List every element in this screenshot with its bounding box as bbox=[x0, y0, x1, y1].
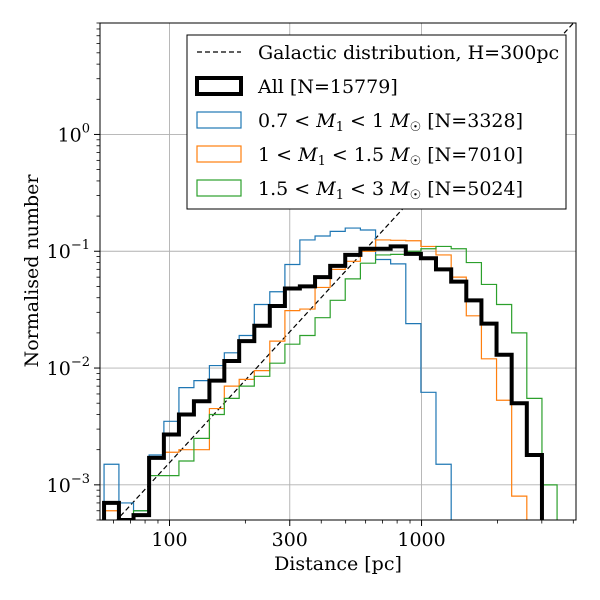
legend-handle-series-1 bbox=[196, 145, 242, 163]
reference-line bbox=[116, 23, 575, 520]
y-tick-label: 10−3 bbox=[47, 472, 90, 497]
x-tick-label: 1000 bbox=[397, 529, 445, 551]
reference-line-group bbox=[116, 23, 575, 520]
legend-handle-series-3 bbox=[195, 76, 243, 96]
series-1-histogram bbox=[103, 239, 528, 520]
legend-label-reference: Galactic distribution, H=300pc bbox=[258, 42, 559, 64]
series-2-histogram bbox=[132, 245, 558, 520]
y-tick-base: 10 bbox=[47, 358, 71, 380]
series-3-histogram bbox=[102, 244, 544, 520]
series-0-histogram bbox=[103, 227, 452, 520]
y-tick-exponent: −2 bbox=[71, 355, 90, 370]
legend-label-series-1: 1 < M1 < 1.5 M☉ [N=7010] bbox=[258, 144, 523, 169]
x-tick-label: 300 bbox=[272, 529, 308, 551]
x-tick-label: 100 bbox=[151, 529, 187, 551]
y-tick-exponent: −1 bbox=[71, 238, 90, 253]
x-axis-label: Distance [pc] bbox=[274, 553, 402, 575]
y-tick-base: 10 bbox=[47, 241, 71, 263]
legend-label-series-3: All [N=15779] bbox=[257, 76, 398, 98]
y-tick-label: 10−1 bbox=[47, 238, 90, 263]
y-tick-exponent: −3 bbox=[71, 472, 90, 487]
legend: Galactic distribution, H=300pc All [N=157… bbox=[186, 34, 567, 210]
y-tick-exponent: 0 bbox=[82, 121, 90, 136]
legend-handle-series-0 bbox=[196, 111, 242, 129]
x-axis-ticks: 100 300 1000 bbox=[113, 520, 574, 551]
legend-label-series-0: 0.7 < M1 < 1 M☉ [N=3328] bbox=[258, 110, 523, 135]
y-tick-label: 10−2 bbox=[47, 355, 90, 380]
plot-frame bbox=[99, 22, 577, 521]
y-tick-label: 100 bbox=[58, 121, 90, 146]
legend-handle-series-2 bbox=[196, 179, 242, 197]
legend-label-series-2: 1.5 < M1 < 3 M☉ [N=5024] bbox=[258, 178, 523, 203]
series-group bbox=[102, 227, 558, 520]
y-tick-base: 10 bbox=[47, 475, 71, 497]
y-axis-label: Normalised number bbox=[21, 174, 43, 368]
legend-box bbox=[186, 34, 567, 210]
y-tick-base: 10 bbox=[58, 124, 82, 146]
